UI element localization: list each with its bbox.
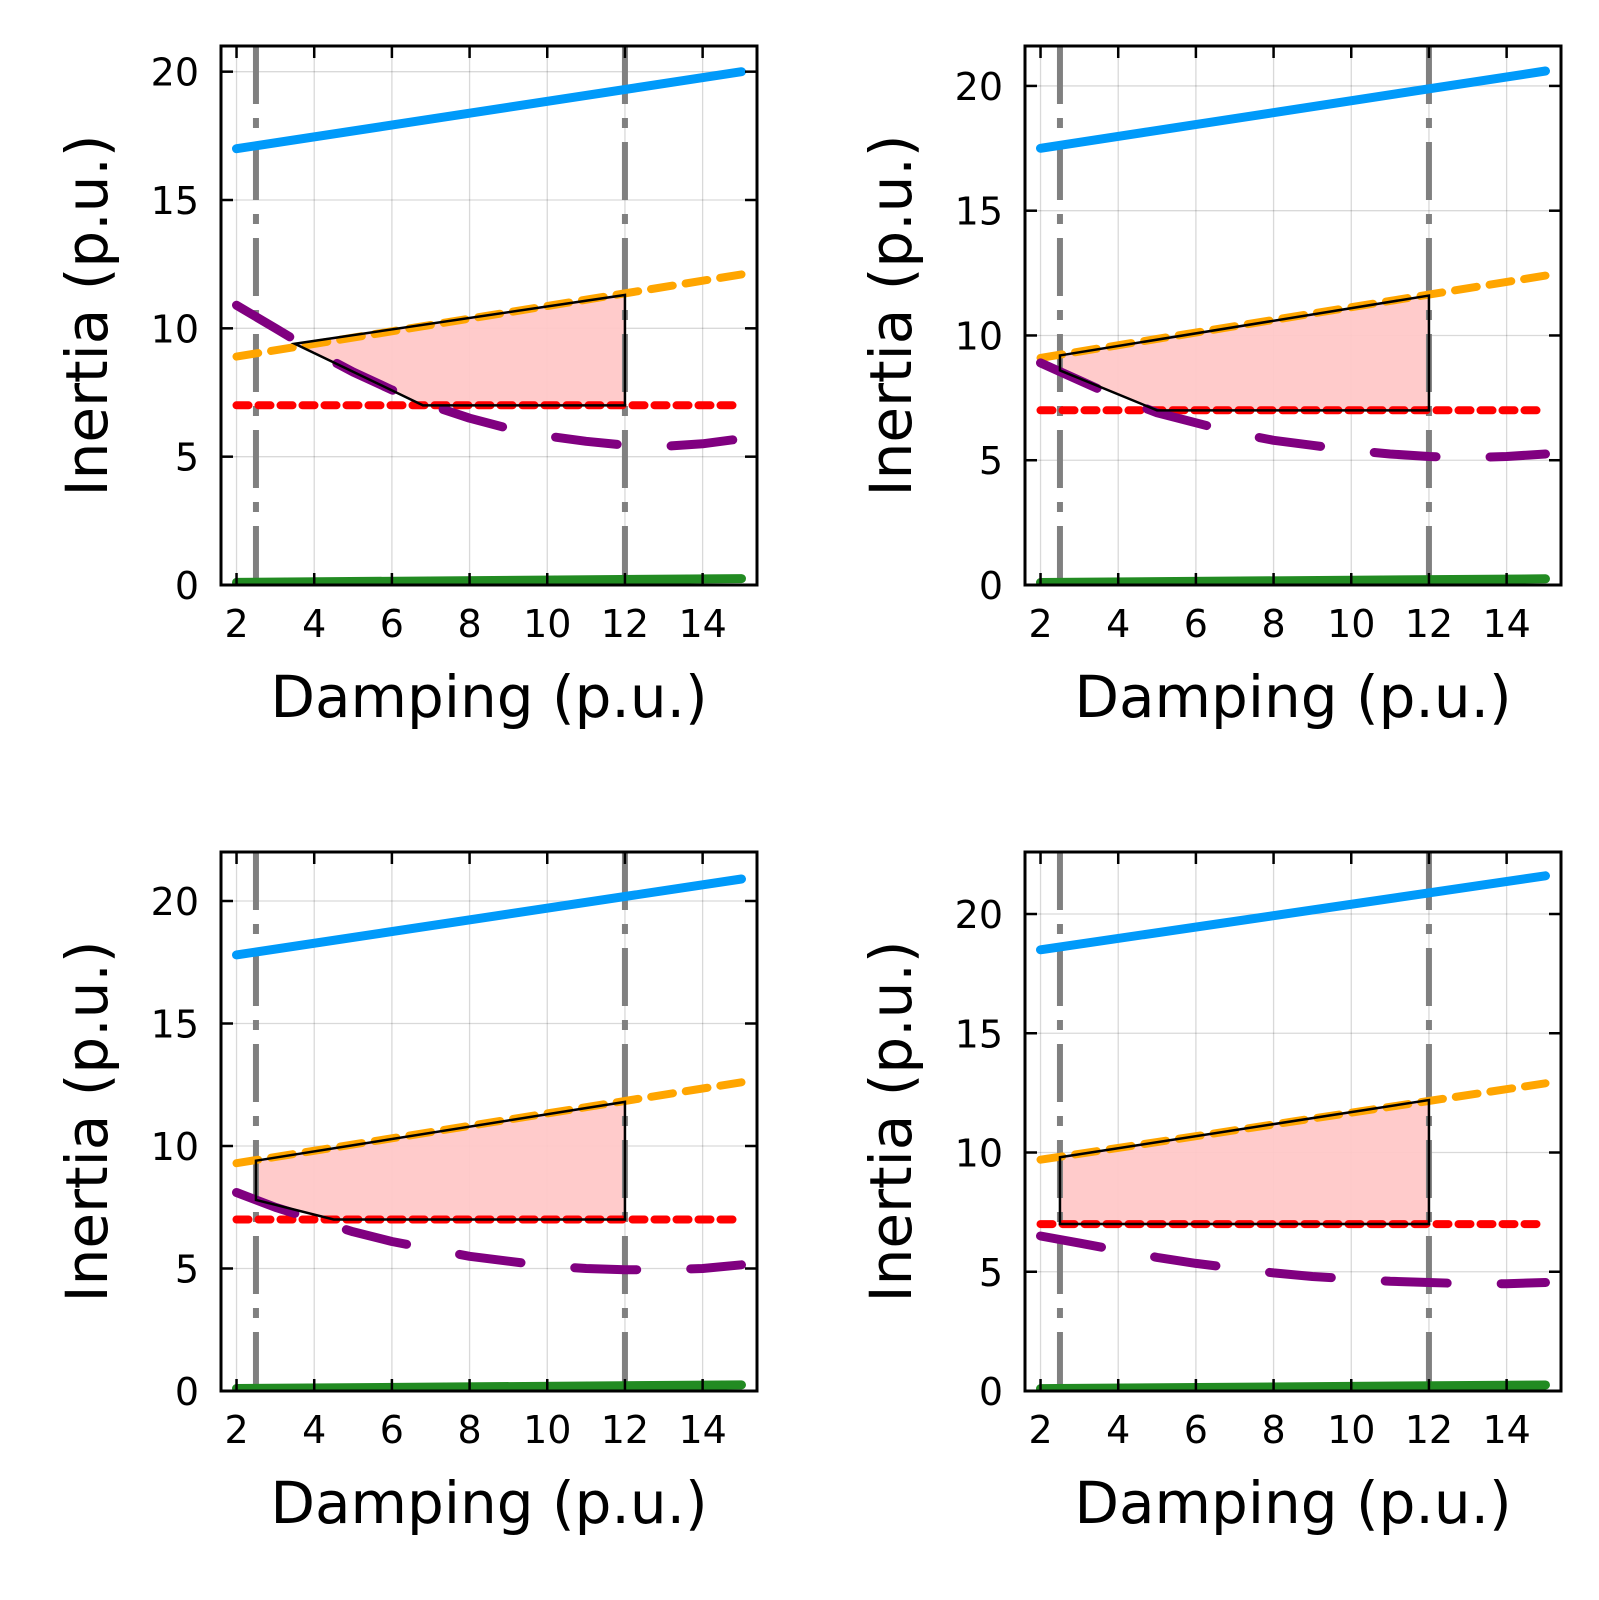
x-tick-label: 12 — [601, 602, 649, 646]
plot-area — [1036, 46, 1550, 585]
y-axis-label: Inertia (p.u.) — [53, 941, 121, 1303]
y-tick-label: 5 — [175, 436, 199, 480]
y-tick-label: 15 — [151, 179, 199, 223]
y-tick-label: 5 — [979, 1251, 1003, 1295]
x-tick-label: 2 — [1028, 1408, 1052, 1452]
feasible-region-outline — [1058, 1098, 1431, 1226]
y-tick-label: 0 — [979, 1370, 1003, 1414]
series-nadir-limit — [232, 1188, 746, 1275]
chart-panel-2: 2 4 6 8 10 12 14 0 5 10 15 20 Damping (p.u.) Inertia … — [857, 44, 1563, 731]
x-tick-label: 4 — [1106, 1408, 1130, 1452]
y-tick-label: 5 — [979, 439, 1003, 483]
y-axis-label: Inertia (p.u.) — [53, 135, 121, 497]
chart-panel-4: 2 4 6 8 10 12 14 0 5 10 15 20 Damping (p.u.) Inertia … — [857, 850, 1563, 1537]
y-tick-label: 5 — [175, 1248, 199, 1292]
y-tick-label: 10 — [955, 1132, 1003, 1176]
feasible-region — [255, 1101, 625, 1220]
series-upper-limit — [232, 874, 746, 960]
plot-area — [1036, 852, 1550, 1391]
x-axis-label: Damping (p.u.) — [1074, 1469, 1511, 1537]
x-tick-label: 6 — [380, 602, 404, 646]
x-tick-label: 6 — [380, 1408, 404, 1452]
y-tick-label: 15 — [955, 1012, 1003, 1056]
x-tick-label: 2 — [1028, 602, 1052, 646]
x-tick-label: 4 — [302, 602, 326, 646]
feasible-region-outline — [1058, 294, 1431, 412]
y-axis-label: Inertia (p.u.) — [857, 941, 925, 1303]
x-tick-label: 2 — [224, 602, 248, 646]
x-tick-label: 12 — [601, 1408, 649, 1452]
x-tick-label: 8 — [1261, 1408, 1285, 1452]
y-tick-label: 15 — [955, 190, 1003, 234]
x-tick-label: 8 — [457, 602, 481, 646]
y-tick-label: 0 — [175, 1370, 199, 1414]
x-tick-label: 6 — [1184, 602, 1208, 646]
feasible-region-outline — [290, 293, 627, 407]
x-tick-label: 10 — [523, 602, 571, 646]
feasible-region — [294, 294, 625, 406]
chart-panel-3: 2 4 6 8 10 12 14 0 5 10 15 20 Damping (p.u.) Inertia … — [53, 850, 759, 1537]
feasible-region-outline — [254, 1100, 627, 1221]
x-tick-label: 10 — [523, 1408, 571, 1452]
plot-area — [232, 46, 746, 585]
plot-frame — [219, 850, 759, 1393]
y-tick-label: 0 — [979, 564, 1003, 608]
y-tick-label: 10 — [151, 1125, 199, 1169]
x-tick-label: 12 — [1405, 602, 1453, 646]
x-tick-label: 8 — [457, 1408, 481, 1452]
x-tick-label: 14 — [1482, 1408, 1530, 1452]
x-tick-label: 6 — [1184, 1408, 1208, 1452]
y-tick-label: 20 — [151, 880, 199, 924]
y-axis-label: Inertia (p.u.) — [857, 135, 925, 497]
y-tick-label: 0 — [175, 564, 199, 608]
series-nadir-limit — [1036, 358, 1550, 463]
y-tick-label: 15 — [151, 1003, 199, 1047]
x-tick-label: 8 — [1261, 602, 1285, 646]
series-lower-limit — [1036, 574, 1550, 585]
x-tick-label: 14 — [678, 1408, 726, 1452]
series-upper-limit — [1036, 66, 1550, 153]
feasible-region — [1059, 1100, 1429, 1225]
y-tick-label: 20 — [955, 893, 1003, 937]
chart-panel-1: 2 4 6 8 10 12 14 0 5 10 15 20 Damping (p.u.) Inertia … — [53, 44, 759, 731]
y-tick-label: 10 — [151, 307, 199, 351]
series-upper-limit — [1036, 871, 1550, 955]
x-axis-label: Damping (p.u.) — [1074, 663, 1511, 731]
series-nadir-limit — [232, 300, 746, 451]
x-tick-label: 4 — [302, 1408, 326, 1452]
series-lower-limit — [1036, 1380, 1550, 1391]
y-tick-label: 20 — [955, 65, 1003, 109]
plot-frame — [1023, 850, 1563, 1393]
y-tick-label: 10 — [955, 314, 1003, 358]
x-axis-label: Damping (p.u.) — [270, 1469, 707, 1537]
x-tick-label: 10 — [1327, 602, 1375, 646]
plot-frame — [219, 44, 759, 587]
x-tick-label: 14 — [678, 602, 726, 646]
series-upper-limit — [232, 67, 746, 154]
x-tick-label: 4 — [1106, 602, 1130, 646]
y-tick-label: 20 — [151, 51, 199, 95]
x-tick-label: 10 — [1327, 1408, 1375, 1452]
series-nadir-limit — [1036, 1231, 1550, 1289]
plot-frame — [1023, 44, 1563, 587]
series-lower-limit — [232, 574, 746, 585]
x-axis-label: Damping (p.u.) — [270, 663, 707, 731]
x-tick-label: 2 — [224, 1408, 248, 1452]
x-tick-label: 12 — [1405, 1408, 1453, 1452]
feasible-region — [1059, 295, 1429, 411]
plot-area — [232, 852, 746, 1391]
x-tick-label: 14 — [1482, 602, 1530, 646]
series-lower-limit — [232, 1380, 746, 1391]
